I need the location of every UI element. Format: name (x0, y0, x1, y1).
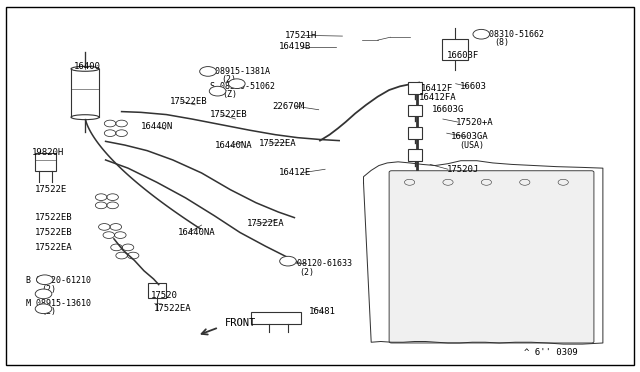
Circle shape (35, 289, 52, 299)
Text: B 08120-61633: B 08120-61633 (287, 259, 352, 268)
Text: 16603: 16603 (460, 82, 486, 91)
Text: 22670M: 22670M (272, 102, 304, 110)
Bar (408, 127, 422, 139)
Text: M: M (41, 306, 46, 311)
Text: 19820H: 19820H (32, 148, 64, 157)
Circle shape (280, 256, 296, 266)
Text: 16412FA: 16412FA (419, 93, 457, 102)
Bar (408, 149, 422, 161)
Text: 16603GA: 16603GA (451, 132, 489, 141)
Bar (148, 283, 166, 298)
Bar (442, 39, 468, 60)
Text: ^ 6'' 0309: ^ 6'' 0309 (524, 348, 577, 357)
Text: 17522EB: 17522EB (170, 97, 207, 106)
Text: (2): (2) (221, 76, 236, 84)
Text: M: M (205, 69, 211, 74)
Text: 16419B: 16419B (278, 42, 310, 51)
Circle shape (473, 29, 490, 39)
Text: 17522E: 17522E (35, 185, 67, 194)
Text: (2): (2) (300, 268, 314, 277)
Text: FRONT: FRONT (225, 318, 257, 328)
Text: (USA): (USA) (460, 141, 484, 150)
Text: B: B (285, 258, 291, 264)
Text: 16603G: 16603G (432, 105, 464, 114)
Text: S: S (234, 81, 239, 86)
Text: 17522EA: 17522EA (246, 219, 284, 228)
Circle shape (209, 86, 226, 96)
Circle shape (228, 79, 245, 89)
Text: 17522EB: 17522EB (210, 110, 248, 119)
Text: M 08915-1381A: M 08915-1381A (205, 67, 270, 76)
Text: (8): (8) (494, 38, 509, 47)
Text: 17522EA: 17522EA (259, 139, 297, 148)
Text: S 08310-51662: S 08310-51662 (479, 30, 544, 39)
Text: M 08915-13610: M 08915-13610 (26, 299, 91, 308)
Text: 17522EA: 17522EA (35, 243, 73, 252)
Text: 16603F: 16603F (447, 51, 479, 60)
Circle shape (35, 304, 52, 314)
Text: B 08120-61210: B 08120-61210 (26, 276, 91, 285)
Text: 17521H: 17521H (285, 31, 317, 40)
Text: 16440N: 16440N (141, 122, 173, 131)
Text: S 08310-51062: S 08310-51062 (210, 82, 275, 91)
Text: 17520+A: 17520+A (456, 118, 493, 126)
Text: M: M (41, 291, 46, 296)
Text: 16400: 16400 (74, 62, 100, 71)
Circle shape (36, 275, 53, 285)
Bar (408, 82, 422, 94)
FancyBboxPatch shape (389, 171, 594, 343)
Bar (251, 312, 301, 324)
Text: 17520: 17520 (150, 291, 177, 300)
Text: 16481: 16481 (308, 307, 335, 316)
Text: S: S (215, 89, 220, 94)
Text: 16412E: 16412E (278, 169, 310, 177)
Text: S: S (479, 32, 484, 37)
Text: 16440NA: 16440NA (178, 228, 216, 237)
Text: 17522EA: 17522EA (154, 304, 191, 312)
Text: 17520J: 17520J (447, 165, 479, 174)
Bar (35, 153, 56, 171)
Text: (2): (2) (42, 285, 56, 294)
Text: 17522EB: 17522EB (35, 228, 73, 237)
Text: (Z): (Z) (223, 90, 237, 99)
Text: 16412F: 16412F (421, 84, 453, 93)
Bar (408, 105, 422, 116)
Text: (2): (2) (42, 307, 56, 316)
Text: 16440NA: 16440NA (214, 141, 252, 150)
Text: B: B (42, 277, 47, 283)
Circle shape (200, 67, 216, 76)
Text: 17522EB: 17522EB (35, 213, 73, 222)
Ellipse shape (71, 115, 99, 120)
